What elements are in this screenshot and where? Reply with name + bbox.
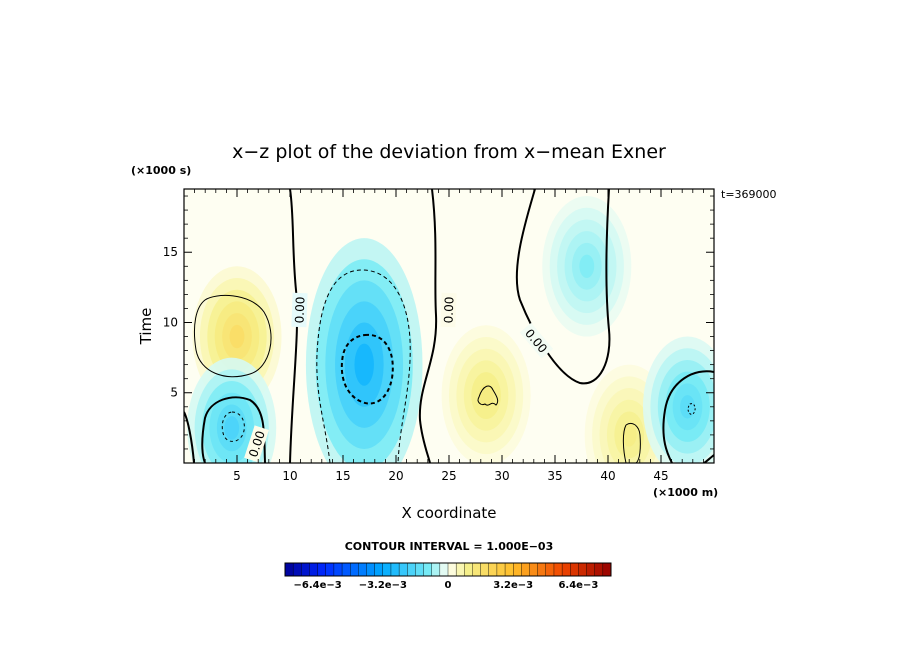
- colorbar-cell-6: [333, 562, 343, 577]
- field-band-6-5: [680, 395, 695, 419]
- colorbar-cell-39: [602, 562, 612, 577]
- colorbar-cell-9: [358, 562, 368, 577]
- colorbar-cell-31: [537, 562, 547, 577]
- x-tick-label-25: 25: [441, 469, 456, 483]
- colorbar-tick-label-0: −6.4e−3: [293, 580, 341, 591]
- colorbar-cell-23: [472, 562, 482, 577]
- y-tick-label-5: 5: [170, 386, 178, 400]
- y-unit-label: (×1000 s): [131, 164, 191, 177]
- colorbar-cell-10: [366, 562, 376, 577]
- colorbar-tick-label-4: 6.4e−3: [558, 580, 598, 591]
- heatmap-field: [184, 189, 714, 463]
- x-axis: 5 10 15 20 25 30 35 40 45: [194, 189, 704, 483]
- positive-contour-blob-28: [477, 385, 499, 406]
- colorbar-cell-8: [350, 562, 359, 577]
- colorbar-cell-21: [455, 562, 465, 577]
- colorbar-cell-1: [292, 562, 302, 577]
- colorbar-cell-35: [570, 562, 579, 577]
- colorbar-cell-19: [439, 562, 449, 577]
- colorbar-cell-0: [284, 562, 294, 577]
- colorbar-cell-22: [464, 562, 473, 577]
- colorbar-cell-17: [423, 562, 433, 577]
- x-unit-label: (×1000 m): [653, 486, 718, 499]
- field-band-1-5: [224, 416, 240, 440]
- colorbar-cell-13: [390, 562, 400, 577]
- x-tick-label-5: 5: [233, 469, 241, 483]
- colorbar-cell-34: [561, 562, 571, 577]
- negative-contour-center-inner: [340, 333, 394, 405]
- colorbar-cell-33: [553, 562, 563, 577]
- colorbar-cell-2: [301, 562, 310, 577]
- contour-lines: [184, 189, 714, 463]
- colorbar-cell-5: [325, 562, 335, 577]
- colorbar: [284, 562, 612, 577]
- field-band-5-5: [621, 423, 637, 447]
- colorbar-cell-29: [521, 562, 530, 577]
- y-axis: 5 10 15: [163, 195, 714, 450]
- contour-label-middle: 0.00: [442, 296, 457, 323]
- contour-label-left: 0.00: [293, 296, 308, 323]
- colorbar-cell-7: [341, 562, 351, 577]
- x-tick-label-40: 40: [600, 469, 615, 483]
- colorbar-cell-12: [382, 562, 392, 577]
- y-axis-label: Time: [137, 308, 155, 346]
- positive-contour-blob-42: [622, 422, 641, 463]
- x-tick-label-20: 20: [388, 469, 403, 483]
- colorbar-tick-labels: −6.4e−3 −3.2e−3 0 3.2e−3 6.4e−3: [293, 580, 598, 591]
- colorbar-cell-28: [513, 562, 522, 577]
- chart-title: x−z plot of the deviation from x−mean Ex…: [232, 141, 666, 163]
- colorbar-cell-38: [594, 562, 604, 577]
- colorbar-cell-3: [309, 562, 319, 577]
- colorbar-tick-label-1: −3.2e−3: [359, 580, 407, 591]
- x-tick-label-30: 30: [494, 469, 509, 483]
- x-tick-label-10: 10: [282, 469, 297, 483]
- colorbar-cell-37: [586, 562, 596, 577]
- colorbar-cell-16: [415, 562, 425, 577]
- zero-contour-lower-left: [184, 396, 266, 463]
- contour-interval-label: CONTOUR INTERVAL = 1.000E−03: [345, 540, 554, 553]
- zero-contour-middle: [418, 189, 438, 463]
- colorbar-cell-4: [317, 562, 327, 577]
- colorbar-cell-30: [529, 562, 539, 577]
- field-band-2-5: [354, 343, 374, 386]
- field-band-3-5: [579, 254, 595, 278]
- colorbar-tick-label-2: 0: [445, 580, 452, 591]
- x-tick-label-45: 45: [653, 469, 668, 483]
- field-band-0-5: [229, 324, 245, 349]
- colorbar-cell-18: [431, 562, 441, 577]
- negative-contour-lower-left: [221, 411, 245, 442]
- colorbar-cell-15: [407, 562, 416, 577]
- negative-contour-center: [316, 269, 411, 463]
- positive-contour-upper-left: [193, 295, 272, 378]
- x-tick-label-15: 15: [335, 469, 350, 483]
- colorbar-cell-25: [488, 562, 498, 577]
- colorbar-tick-label-3: 3.2e−3: [493, 580, 533, 591]
- colorbar-cell-11: [374, 562, 384, 577]
- x-tick-label-35: 35: [547, 469, 562, 483]
- x-axis-label: X coordinate: [401, 504, 496, 522]
- colorbar-cell-14: [398, 562, 408, 577]
- y-tick-label-15: 15: [163, 245, 178, 259]
- colorbar-cell-20: [447, 562, 457, 577]
- colorbar-cell-36: [578, 562, 588, 577]
- colorbar-cell-32: [545, 562, 555, 577]
- zero-contour-right-lobe: [515, 189, 611, 385]
- colorbar-cell-24: [480, 562, 490, 577]
- colorbar-cell-26: [496, 562, 506, 577]
- time-stamp: t=369000: [721, 188, 777, 201]
- colorbar-frame: [284, 562, 612, 577]
- y-tick-label-10: 10: [163, 315, 178, 329]
- colorbar-cell-27: [504, 562, 514, 577]
